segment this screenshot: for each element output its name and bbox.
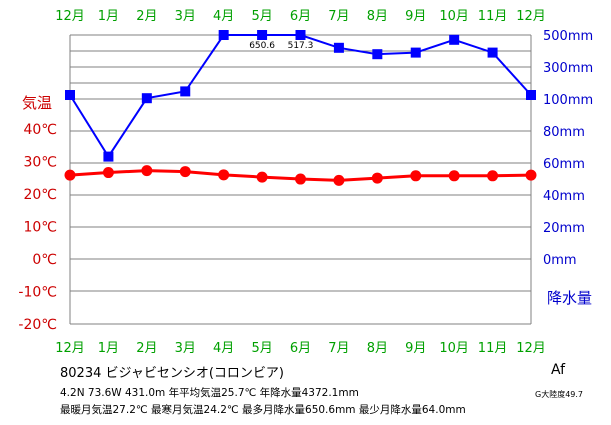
precipitation-point: [410, 47, 421, 58]
month-label: 12月: [55, 9, 85, 24]
precipitation-data-label: 517.3: [288, 41, 314, 51]
left-tick-label: 20℃: [23, 187, 57, 203]
left-tick-label: 10℃: [23, 220, 57, 236]
precipitation-point: [372, 49, 383, 60]
month-label: 2月: [136, 341, 157, 356]
month-label: 8月: [367, 9, 388, 24]
station-summary: 4.2N 73.6W 431.0m 年平均気温25.7℃ 年降水量4372.1m…: [60, 387, 359, 399]
right-tick-label: 20mm: [543, 221, 585, 236]
left-tick-label: 30℃: [23, 155, 57, 171]
left-axis-ticks: 40℃ 30℃ 20℃ 10℃ 0℃ -10℃ -20℃: [18, 122, 57, 333]
temperature-point: [487, 170, 499, 182]
month-label: 3月: [175, 341, 196, 356]
precipitation-point: [257, 30, 268, 40]
temperature-point: [102, 167, 114, 179]
temperature-point: [333, 174, 345, 186]
month-label: 11月: [478, 9, 508, 24]
temperature-point: [256, 171, 268, 183]
month-label: 7月: [328, 341, 349, 356]
right-tick-label: 0mm: [543, 253, 577, 268]
right-tick-label: 500mm: [543, 29, 593, 44]
koppen-class: Af: [551, 362, 566, 378]
temperature-point: [525, 169, 537, 181]
month-label: 10月: [439, 341, 469, 356]
left-tick-label: 40℃: [23, 122, 57, 138]
month-label: 12月: [516, 9, 546, 24]
right-axis-title: 降水量: [547, 289, 592, 307]
top-month-labels: 12月 1月 2月 3月 4月 5月 6月 7月 8月 9月 10月 11月 12月: [55, 9, 546, 24]
right-tick-label: 40mm: [543, 189, 585, 204]
month-label: 7月: [328, 9, 349, 24]
temperature-point: [410, 170, 422, 182]
month-label: 12月: [55, 341, 85, 356]
right-tick-label: 60mm: [543, 157, 585, 172]
month-label: 4月: [213, 9, 234, 24]
precipitation-point: [333, 42, 344, 53]
precipitation-line: [69, 34, 532, 159]
precipitation-point: [218, 30, 229, 40]
month-label: 2月: [136, 9, 157, 24]
left-tick-label: 0℃: [32, 252, 57, 268]
precipitation-point: [65, 90, 75, 100]
right-axis-ticks: 500mm 300mm 100mm 80mm 60mm 40mm 20mm 0mm: [543, 29, 593, 268]
month-label: 5月: [251, 341, 272, 356]
month-label: 11月: [478, 341, 508, 356]
month-label: 10月: [439, 9, 469, 24]
month-label: 5月: [251, 9, 272, 24]
precipitation-point: [180, 86, 191, 97]
temperature-point: [295, 173, 306, 185]
month-label: 9月: [405, 341, 426, 356]
right-tick-label: 80mm: [543, 125, 585, 140]
precipitation-point: [449, 34, 460, 45]
precipitation-point: [103, 151, 114, 162]
precipitation-point: [487, 47, 498, 58]
left-axis-title: 気温: [22, 94, 52, 112]
right-tick-label: 100mm: [543, 93, 593, 108]
month-label: 12月: [516, 341, 546, 356]
bottom-month-labels: 12月 1月 2月 3月 4月 5月 6月 7月 8月 9月 10月 11月 12月: [55, 341, 546, 356]
station-extremes: 最暖月気温27.2℃ 最寒月気温24.2℃ 最多月降水量650.6mm 最少月降…: [60, 404, 466, 416]
month-label: 6月: [290, 341, 311, 356]
temperature-point: [179, 166, 191, 178]
temperature-point: [218, 169, 230, 181]
temperature-point: [371, 172, 383, 184]
precipitation-point: [295, 30, 306, 40]
temperature-point: [448, 170, 460, 182]
month-label: 1月: [98, 341, 119, 356]
station-name: 80234 ビジャビセンシオ(コロンビア): [60, 366, 284, 381]
right-tick-label: 300mm: [543, 61, 593, 76]
left-tick-label: -10℃: [18, 285, 57, 301]
month-label: 6月: [290, 9, 311, 24]
temperature-series: [64, 165, 537, 186]
temperature-point: [64, 169, 76, 181]
left-tick-label: -20℃: [18, 317, 57, 333]
precipitation-series: [65, 30, 536, 162]
data-labels: 650.6 517.3: [249, 41, 313, 51]
precipitation-data-label: 650.6: [249, 41, 275, 51]
month-label: 1月: [98, 9, 119, 24]
precipitation-point: [526, 90, 536, 100]
month-label: 8月: [367, 341, 388, 356]
temperature-point: [141, 165, 153, 177]
month-label: 9月: [405, 9, 426, 24]
month-label: 3月: [175, 9, 196, 24]
precipitation-point: [141, 93, 152, 104]
month-label: 4月: [213, 341, 234, 356]
continentality: G大陸度49.7: [535, 390, 584, 399]
